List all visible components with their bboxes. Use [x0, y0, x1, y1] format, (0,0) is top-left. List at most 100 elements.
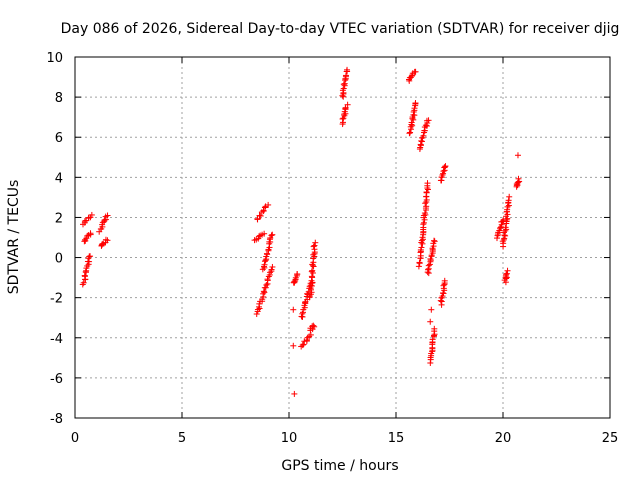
y-tick-label: 8 — [55, 91, 63, 106]
data-point — [311, 242, 318, 249]
data-point — [412, 68, 419, 75]
data-point — [515, 175, 522, 182]
y-tick-label: -6 — [50, 372, 63, 387]
y-tick-label: 10 — [46, 51, 63, 66]
data-point — [504, 203, 511, 210]
data-point — [503, 216, 510, 223]
data-point — [502, 232, 509, 239]
data-point — [417, 141, 424, 148]
data-point — [412, 100, 419, 107]
data-point — [503, 271, 510, 278]
data-points — [79, 66, 523, 397]
data-point — [310, 322, 317, 329]
data-point — [407, 129, 414, 136]
data-point — [422, 200, 429, 207]
data-point — [82, 276, 89, 283]
data-point — [499, 238, 506, 245]
data-point — [425, 117, 432, 124]
data-point — [423, 189, 430, 196]
data-point — [442, 163, 449, 170]
data-point — [437, 297, 444, 304]
x-tick-label: 10 — [281, 431, 298, 446]
data-point — [503, 270, 510, 277]
y-tick-label: -8 — [50, 412, 63, 427]
data-point — [340, 81, 347, 88]
data-point — [424, 186, 431, 193]
x-tick-label: 25 — [602, 431, 619, 446]
data-point — [290, 342, 297, 349]
x-tick-label: 15 — [388, 431, 405, 446]
data-point — [344, 101, 351, 108]
data-point — [269, 263, 276, 270]
x-tick-label: 5 — [178, 431, 186, 446]
data-point — [261, 204, 268, 211]
axis-ticks — [74, 56, 611, 419]
data-point — [291, 390, 298, 397]
data-point — [311, 323, 318, 330]
data-point — [440, 290, 447, 297]
data-point — [424, 180, 431, 187]
data-point — [344, 66, 351, 73]
data-point — [505, 197, 512, 204]
data-point — [268, 232, 275, 239]
data-point — [257, 212, 264, 219]
data-point — [312, 239, 319, 246]
y-tick-label: 2 — [55, 211, 63, 226]
y-tick-label: -2 — [50, 292, 63, 307]
data-point — [339, 115, 346, 122]
data-point — [261, 230, 268, 237]
data-point — [420, 221, 427, 228]
data-point — [516, 178, 523, 185]
x-axis-label: GPS time / hours — [281, 458, 398, 474]
data-point — [420, 219, 427, 226]
data-point — [502, 224, 509, 231]
data-point — [431, 325, 438, 332]
data-point — [262, 284, 269, 291]
data-point — [418, 237, 425, 244]
chart-title: Day 086 of 2026, Sidereal Day-to-day VTE… — [61, 21, 620, 37]
data-point — [429, 336, 436, 343]
data-point — [441, 164, 448, 171]
data-point — [425, 262, 432, 269]
data-point — [425, 266, 432, 273]
data-point — [264, 276, 271, 283]
data-point — [440, 168, 447, 175]
data-point — [80, 279, 87, 286]
data-point — [265, 273, 272, 280]
data-point — [342, 72, 349, 79]
data-point — [420, 132, 427, 139]
data-point — [267, 269, 274, 276]
data-point — [290, 306, 297, 313]
data-point — [506, 193, 513, 200]
data-point — [81, 218, 88, 225]
x-tick-label: 20 — [495, 431, 512, 446]
y-tick-label: 4 — [55, 171, 63, 186]
data-point — [514, 179, 521, 186]
data-point — [260, 208, 267, 215]
data-point — [81, 272, 88, 279]
data-point — [437, 177, 444, 184]
data-point — [87, 230, 94, 237]
data-point — [102, 236, 109, 243]
data-point — [418, 137, 425, 144]
y-tick-label: 0 — [55, 252, 63, 267]
data-point — [269, 231, 276, 238]
data-point — [268, 266, 275, 273]
data-point — [260, 288, 267, 295]
data-point — [298, 313, 305, 320]
data-point — [431, 238, 438, 245]
data-point — [262, 257, 269, 264]
data-point — [263, 250, 270, 257]
data-point — [84, 232, 91, 239]
data-point — [104, 212, 111, 219]
data-point — [310, 243, 317, 250]
plot-frame — [74, 56, 611, 419]
data-point — [253, 311, 260, 318]
data-point — [415, 263, 422, 270]
data-point — [428, 306, 435, 313]
data-point — [441, 277, 448, 284]
data-point — [262, 203, 269, 210]
data-point — [256, 233, 263, 240]
grid — [75, 57, 610, 418]
